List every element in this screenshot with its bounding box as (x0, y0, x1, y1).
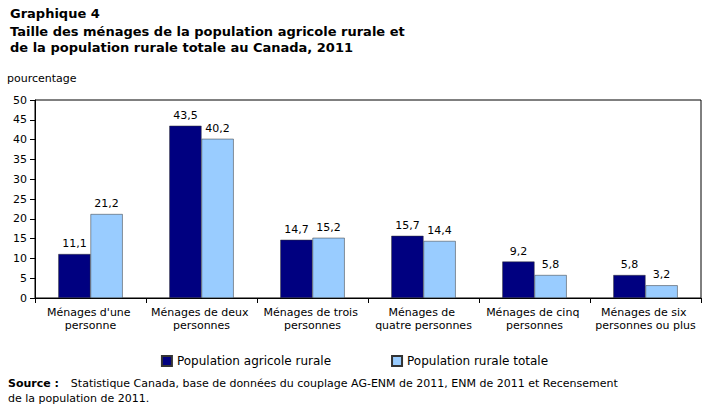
svg-text:21,2: 21,2 (94, 197, 119, 210)
svg-text:de la population rurale totale: de la population rurale totale au Canada… (10, 40, 353, 55)
svg-text:personnes: personnes (506, 319, 563, 332)
svg-text:15,7: 15,7 (395, 219, 420, 232)
svg-text:Source :: Source : (8, 377, 59, 390)
svg-text:Ménages de six: Ménages de six (601, 306, 690, 319)
svg-text:5,8: 5,8 (621, 258, 639, 271)
svg-text:quatre personnes: quatre personnes (375, 319, 472, 332)
svg-text:20: 20 (13, 212, 27, 225)
svg-text:9,2: 9,2 (510, 245, 528, 258)
svg-text:15,2: 15,2 (316, 221, 341, 234)
svg-text:0: 0 (20, 292, 27, 305)
svg-text:40,2: 40,2 (205, 122, 230, 135)
svg-text:3,2: 3,2 (653, 268, 671, 281)
svg-text:45: 45 (13, 113, 27, 126)
svg-text:de la population de 2011.: de la population de 2011. (8, 392, 149, 405)
svg-text:14,4: 14,4 (427, 224, 452, 237)
svg-text:Ménages de deux: Ménages de deux (151, 306, 252, 319)
svg-text:50: 50 (13, 94, 27, 107)
svg-text:personnes: personnes (173, 319, 230, 332)
svg-text:Ménages de: Ménages de (388, 306, 458, 319)
svg-text:5,8: 5,8 (542, 258, 560, 271)
svg-text:pourcentage: pourcentage (7, 72, 77, 85)
svg-text:5: 5 (20, 272, 27, 285)
svg-text:Taille des ménages de la popul: Taille des ménages de la population agri… (10, 24, 409, 39)
svg-text:personnes: personnes (284, 319, 341, 332)
svg-text:Population rurale totale: Population rurale totale (407, 354, 548, 368)
svg-text:30: 30 (13, 173, 27, 186)
svg-text:35: 35 (13, 153, 27, 166)
svg-text:Ménages de cinq: Ménages de cinq (486, 306, 583, 319)
svg-text:Statistique Canada, base de do: Statistique Canada, base de données du c… (67, 377, 621, 390)
svg-text:Ménages de trois: Ménages de trois (264, 306, 362, 319)
svg-text:Population agricole rurale: Population agricole rurale (177, 354, 331, 368)
svg-text:14,7: 14,7 (284, 223, 309, 236)
svg-text:15: 15 (13, 232, 27, 245)
svg-text:personne: personne (65, 319, 117, 332)
svg-text:10: 10 (13, 252, 27, 265)
svg-text:25: 25 (13, 193, 27, 206)
svg-text:Ménages d'une: Ménages d'une (47, 306, 134, 319)
svg-text:43,5: 43,5 (173, 109, 198, 122)
svg-text:40: 40 (13, 133, 27, 146)
svg-text:Graphique 4: Graphique 4 (10, 6, 100, 21)
svg-text:personnes ou plus: personnes ou plus (595, 319, 696, 332)
svg-text:11,1: 11,1 (62, 237, 87, 250)
